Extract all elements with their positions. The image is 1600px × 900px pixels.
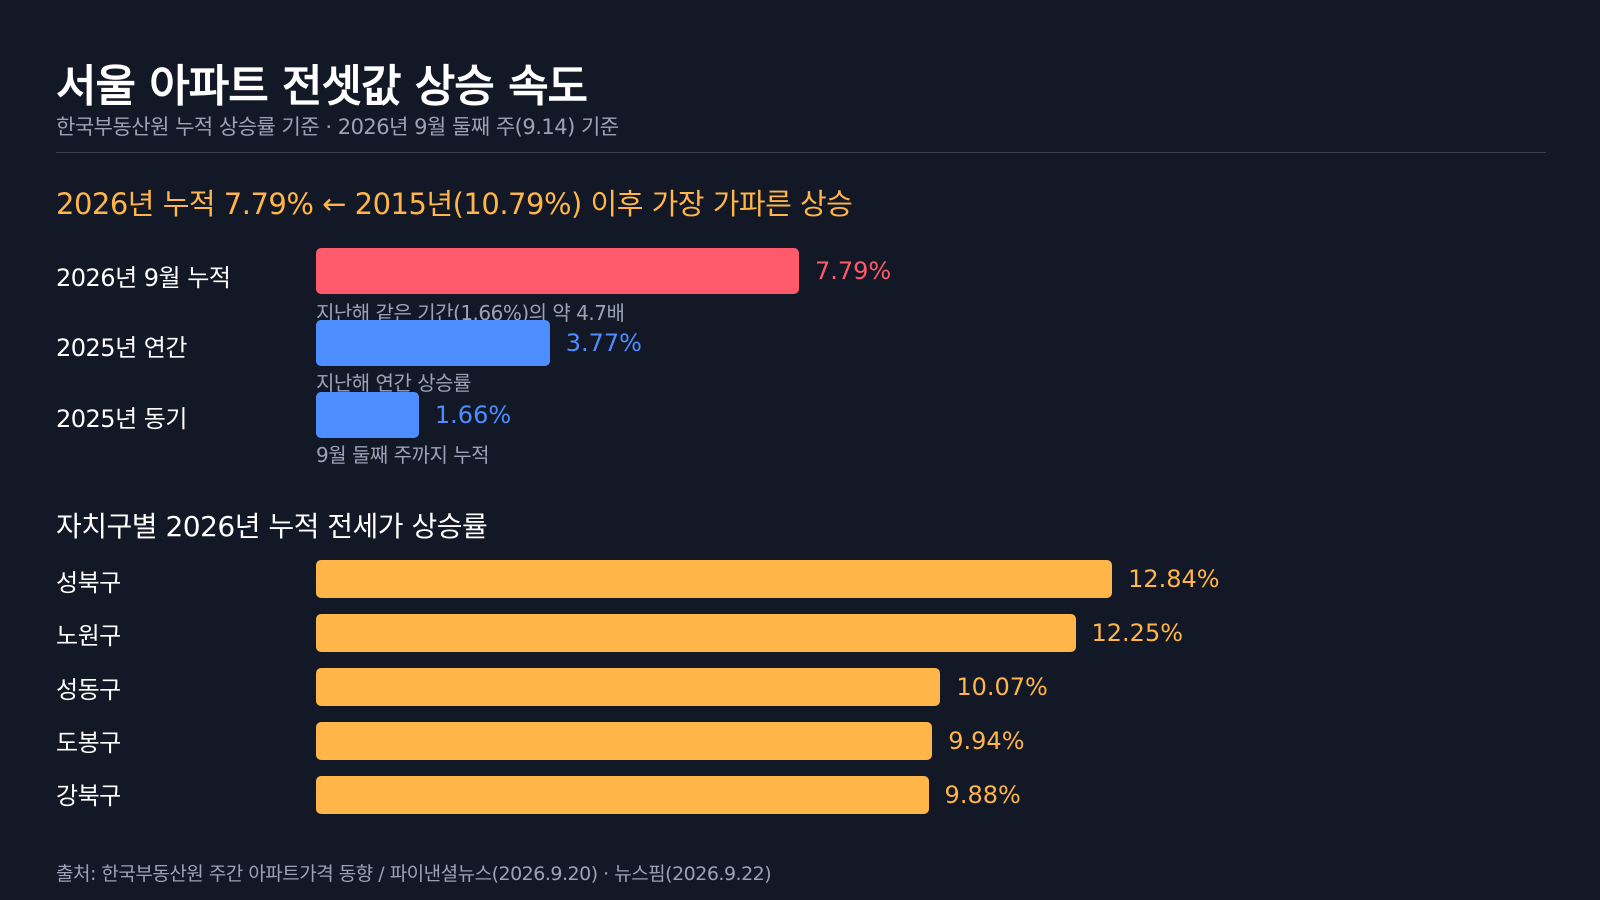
bar-nowon <box>316 614 1076 652</box>
value-label: 9.88% <box>944 781 1021 809</box>
category-label: 2025년 연간 <box>56 334 187 362</box>
bar-2026-september <box>316 248 799 294</box>
value-label: 12.84% <box>1128 565 1220 593</box>
district-label: 성북구 <box>56 569 121 597</box>
bar-note: 지난해 연간 상승률 <box>316 371 471 395</box>
district-label: 강북구 <box>56 782 121 810</box>
bar-dobong <box>316 722 933 760</box>
section-title: 자치구별 2026년 누적 전세가 상승률 <box>56 510 488 543</box>
value-label: 1.66% <box>434 401 512 429</box>
category-label: 2026년 9월 누적 <box>56 264 231 292</box>
value-label: 10.07% <box>956 673 1048 701</box>
source-note: 출처: 한국부동산원 주간 아파트가격 동향 / 파이낸셜뉴스(2026.9.2… <box>56 863 772 885</box>
value-label: 9.94% <box>948 727 1025 755</box>
bar-seongdong <box>316 668 941 706</box>
district-label: 성동구 <box>56 676 121 704</box>
headline: 2026년 누적 7.79% ← 2015년(10.79%) 이후 가장 가파른… <box>56 187 853 221</box>
value-label: 12.25% <box>1091 619 1184 647</box>
bar-2025-annual <box>316 320 550 366</box>
category-label: 2025년 동기 <box>56 405 187 433</box>
value-label: 3.77% <box>565 329 642 357</box>
district-label: 도봉구 <box>56 729 121 757</box>
divider <box>56 152 1546 153</box>
bar-seongbuk <box>316 560 1113 598</box>
value-label: 7.79% <box>814 257 892 285</box>
chart-title: 서울 아파트 전셋값 상승 속도 <box>56 61 588 112</box>
district-label: 노원구 <box>56 622 121 650</box>
bar-note: 9월 둘째 주까지 누적 <box>316 443 490 467</box>
chart-subtitle: 한국부동산원 누적 상승률 기준 · 2026년 9월 둘째 주(9.14) 기… <box>56 115 619 139</box>
bar-gangbuk <box>316 776 929 814</box>
bar-2025-same-period <box>316 392 419 438</box>
